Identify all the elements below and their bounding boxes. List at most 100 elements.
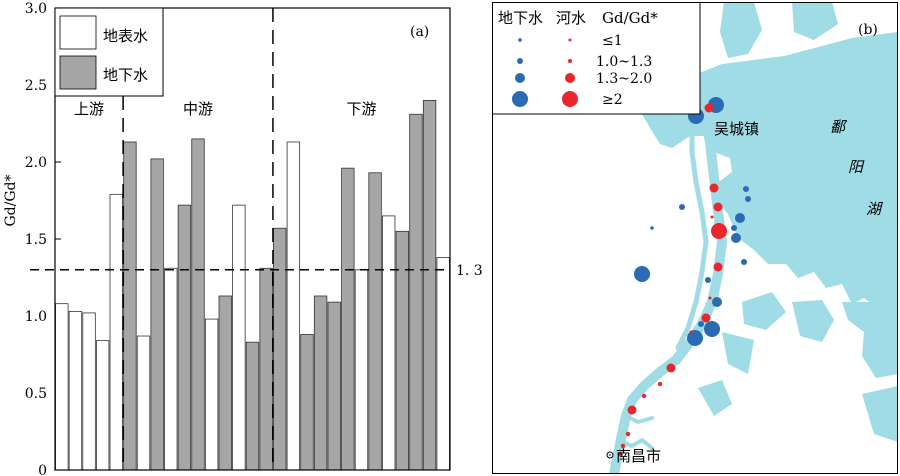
y-tick-label: 0.5 [25, 386, 47, 402]
legend-class-2: 1.0~1.3 [596, 54, 652, 70]
place-label-nanchang: 南昌市 [616, 447, 661, 465]
groundwater-sample-point [745, 196, 751, 202]
legend-label-surface-water: 地表水 [103, 27, 148, 45]
bar-surface-water [109, 193, 123, 471]
y-tick-label: 3.0 [25, 1, 47, 17]
groundwater-sample-point [687, 330, 703, 346]
groundwater-sample-point [741, 259, 747, 265]
bar-surface-water [382, 215, 396, 471]
river-sample-point [620, 443, 626, 449]
groundwater-sample-point [698, 321, 704, 327]
bar-groundwater [123, 141, 137, 471]
place-label-lake-2: 阳 [848, 158, 865, 176]
river-sample-point [627, 405, 637, 415]
groundwater-sample-point [712, 297, 722, 307]
xiushui-channel [648, 110, 696, 128]
section-label: 中游 [183, 100, 213, 118]
bar-surface-water [68, 310, 83, 471]
map-panel-b: 地下水 河水 Gd/Gd* ≤1 1.0~1.3 1.3~2.0 ≥2 (b) … [492, 2, 898, 474]
bar-groundwater [395, 230, 409, 471]
city-marker-icon [606, 451, 614, 459]
bar-groundwater [300, 334, 314, 471]
bars-group [55, 100, 450, 471]
bar-groundwater [177, 204, 192, 471]
river-sample-point [710, 215, 714, 219]
bar-surface-water [354, 269, 369, 471]
map-legend: 地下水 河水 Gd/Gd* ≤1 1.0~1.3 1.3~2.0 ≥2 [492, 2, 701, 115]
section-label: 下游 [346, 100, 376, 118]
city-marker-center-icon [609, 454, 611, 456]
bar-surface-water [286, 141, 301, 471]
bar-groundwater [191, 138, 205, 471]
groundwater-sample-point [705, 277, 711, 283]
bar-groundwater [245, 341, 260, 471]
panel-label-a: (a) [410, 24, 429, 40]
ganjiang-west-branch [675, 111, 709, 351]
groundwater-sample-point [731, 233, 741, 243]
bar-surface-water [96, 340, 110, 471]
bar-groundwater [218, 295, 232, 471]
y-tick-label: 0 [38, 463, 47, 476]
lake-arm-northeast [792, 2, 838, 40]
groundwater-sample-point [731, 225, 737, 231]
bar-surface-water [436, 257, 450, 471]
bar-groundwater [409, 113, 423, 471]
groundwater-sample-point [704, 321, 720, 337]
river-sample-point [701, 313, 711, 323]
legend-header-river: 河水 [556, 9, 586, 27]
lake-bay-3 [742, 292, 786, 330]
bar-surface-water [164, 267, 178, 471]
panel-label-b: (b) [858, 22, 878, 38]
south-branch [620, 437, 654, 450]
groundwater-sample-point [650, 226, 654, 230]
lake-bay-2 [862, 386, 898, 442]
bar-groundwater [341, 167, 355, 471]
bar-groundwater [150, 158, 164, 471]
y-tick-label: 2.5 [25, 78, 47, 94]
y-tick-label: 1.0 [25, 309, 47, 325]
river-sample-point [713, 202, 723, 212]
bar-surface-water [204, 318, 219, 471]
bar-surface-water [55, 303, 69, 471]
legend: 地表水 地下水 [54, 7, 164, 97]
map-frame [492, 2, 898, 474]
legend-header-groundwater: 地下水 [498, 9, 543, 27]
bar-chart-panel-a: 0 0.5 1.0 1.5 2.0 2.5 3.0 上游 中游 下游 1. 3 (a) Gd/G… [3, 1, 483, 476]
lake-arm-north [720, 2, 762, 58]
legend-gw-dot-1 [518, 38, 522, 42]
legend-rw-dot-4 [562, 91, 578, 107]
legend-class-3: 1.3~2.0 [596, 71, 652, 87]
river-sample-point [704, 103, 714, 113]
legend-class-4: ≥2 [602, 92, 623, 108]
legend-swatch-groundwater [59, 55, 97, 90]
place-label-lake-1: 鄱 [830, 118, 848, 136]
bar-groundwater [313, 295, 328, 471]
lake-bay-4 [722, 332, 754, 374]
place-label-lake-3: 湖 [866, 200, 883, 218]
river-sample-point [713, 262, 723, 272]
river-sample-point [708, 296, 712, 300]
southwest-branch [624, 414, 654, 425]
river-sample-point [617, 451, 623, 457]
bar-groundwater [273, 227, 287, 471]
river-sample-point [641, 393, 647, 399]
legend-label-groundwater: 地下水 [103, 66, 148, 84]
groundwater-sample-point [735, 213, 745, 223]
legend-class-1: ≤1 [602, 33, 623, 49]
water-bodies [609, 2, 898, 474]
legend-gw-dot-3 [515, 73, 525, 83]
groundwater-sample-point [634, 266, 650, 282]
bar-surface-water [136, 335, 151, 471]
bar-surface-water [232, 204, 246, 471]
sample-points [617, 97, 751, 457]
reference-line-label: 1. 3 [456, 263, 483, 279]
y-axis-label: Gd/Gd* [3, 174, 19, 226]
legend-header-gd: Gd/Gd* [602, 9, 658, 27]
bar-groundwater [259, 267, 273, 471]
legend-rw-dot-2 [568, 59, 572, 63]
legend-gw-dot-4 [512, 91, 528, 107]
poyang-lake [642, 32, 898, 310]
river-sample-point [666, 363, 676, 373]
place-label-wucheng: 吴城镇 [714, 120, 759, 138]
legend-gw-dot-2 [517, 58, 523, 64]
